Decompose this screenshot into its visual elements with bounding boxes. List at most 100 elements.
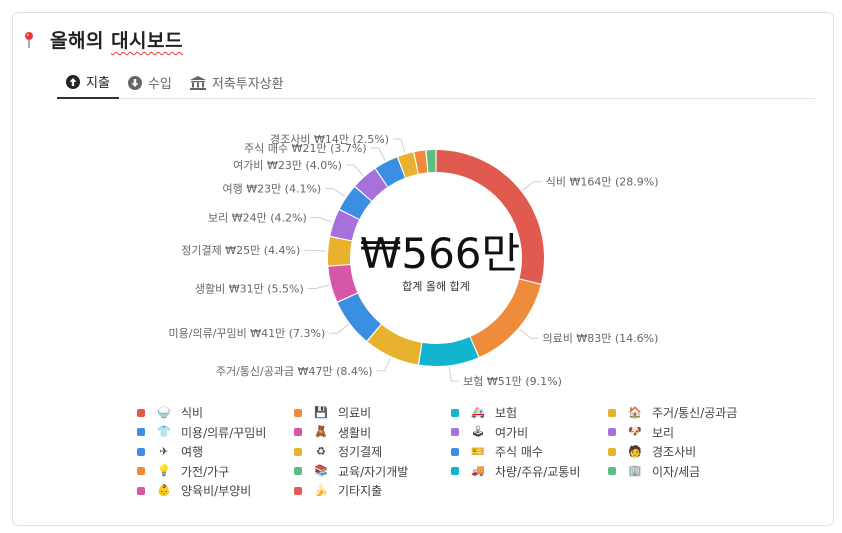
legend-swatch — [608, 408, 616, 417]
legend-swatch — [137, 467, 145, 476]
building-icon: 🏢 — [628, 464, 642, 478]
legend-label: 주거/통신/공과금 — [652, 406, 738, 421]
legend-swatch — [137, 428, 145, 437]
slice-label-6: 생활비 ₩31만 (5.5%) — [195, 281, 304, 295]
legend-row: ✈ 여행 ♻ 정기결제 🎫 주식 매수 🧑 경조사비 — [137, 442, 777, 462]
legend-item[interactable]: 🚑 보험 — [451, 404, 608, 421]
donut-slice-9[interactable] — [339, 187, 372, 219]
legend-swatch — [294, 408, 302, 417]
legend-label: 보험 — [495, 406, 518, 421]
slice-leader-line-4 — [376, 357, 391, 372]
donut-slice-10[interactable] — [355, 169, 388, 201]
legend-swatch — [608, 447, 616, 456]
slice-label-3: 보험 ₩51만 (9.1%) — [463, 375, 562, 388]
slice-leader-line-2 — [519, 328, 539, 339]
legend-label: 정기결제 — [338, 445, 383, 460]
donut-slice-2[interactable] — [470, 279, 541, 357]
legend-swatch — [608, 428, 616, 437]
ambulance-icon: 🚑 — [471, 405, 485, 419]
legend-item[interactable]: 🧑 경조사비 — [608, 443, 765, 460]
legend-swatch — [294, 467, 302, 476]
person-icon: 🧑 — [628, 444, 642, 458]
donut-slice-1[interactable] — [436, 150, 545, 284]
legend-item[interactable]: 💡 가전/가구 — [137, 463, 294, 480]
legend-item[interactable]: ♻ 정기결제 — [294, 443, 451, 460]
slice-label-4: 주거/통신/공과금 ₩47만 (8.4%) — [216, 365, 373, 378]
recycle-icon: ♻ — [316, 444, 326, 458]
legend-item[interactable]: 🏠 주거/통신/공과금 — [608, 404, 765, 421]
legend-swatch — [451, 447, 459, 456]
slice-leader-line-8 — [310, 216, 333, 223]
lightbulb-icon: 💡 — [157, 464, 171, 478]
books-icon: 📚 — [314, 464, 328, 478]
banana-icon: 🍌 — [314, 483, 328, 497]
legend-item[interactable]: 🚚 차량/주유/교통비 — [451, 463, 608, 480]
slice-leader-line-11 — [370, 147, 386, 161]
arrow-down-circle-icon — [127, 75, 142, 90]
slice-label-7: 정기결제 ₩25만 (4.4%) — [181, 244, 300, 257]
gamepad-icon: 🕹 — [471, 425, 485, 439]
legend-item[interactable]: 🍌 기타지출 — [294, 482, 451, 499]
legend-swatch — [294, 486, 302, 495]
legend-swatch — [294, 428, 302, 437]
legend-row: 👶 양육비/부양비 🍌 기타지출 — [137, 481, 777, 501]
donut-slice-7[interactable] — [328, 237, 352, 266]
legend-label: 기타지출 — [338, 484, 383, 499]
legend-label: 차량/주유/교통비 — [495, 464, 581, 479]
legend-swatch — [608, 467, 616, 476]
slice-leader-line-5 — [329, 324, 349, 334]
donut-slice-13[interactable] — [414, 150, 428, 174]
legend-label: 경조사비 — [652, 445, 697, 460]
donut-slice-3[interactable] — [419, 337, 479, 367]
legend-label: 미용/의류/꾸밈비 — [181, 425, 267, 440]
legend-label: 여가비 — [495, 425, 529, 440]
donut-slice-8[interactable] — [330, 210, 359, 241]
legend-label: 보리 — [652, 425, 675, 440]
donut-slice-6[interactable] — [328, 264, 358, 302]
legend-item[interactable]: 📚 교육/자기개발 — [294, 463, 451, 480]
floppy-icon: 💾 — [314, 405, 328, 419]
airplane-icon: ✈ — [159, 444, 169, 458]
tab-savings-label: 저축투자상환 — [211, 77, 284, 92]
legend-label: 생활비 — [338, 425, 372, 440]
legend-item[interactable]: 👶 양육비/부양비 — [137, 482, 294, 499]
legend-item[interactable]: 🕹 여가비 — [451, 424, 608, 441]
legend-row: 🍚 식비 💾 의료비 🚑 보험 🏠 주거/통신/공과금 — [137, 403, 777, 423]
legend-item[interactable]: 🍚 식비 — [137, 404, 294, 421]
legend-item[interactable]: 🐶 보리 — [608, 424, 765, 441]
donut-slice-11[interactable] — [375, 157, 405, 187]
legend-label: 교육/자기개발 — [338, 464, 409, 479]
legend-item[interactable]: 💾 의료비 — [294, 404, 451, 421]
legend-label: 이자/세금 — [652, 464, 701, 479]
donut-slice-5[interactable] — [337, 293, 381, 341]
donut-slice-4[interactable] — [367, 324, 422, 365]
slice-label-9: 여행 ₩23만 (4.1%) — [222, 183, 321, 196]
legend-swatch — [451, 428, 459, 437]
legend-swatch — [137, 408, 145, 417]
tab-income[interactable]: 수입 — [119, 66, 181, 99]
legend-item[interactable]: ✈ 여행 — [137, 443, 294, 460]
tab-expense[interactable]: 지출 — [57, 66, 119, 99]
legend-item[interactable]: 🎫 주식 매수 — [451, 443, 608, 460]
legend-item[interactable]: 🧸 생활비 — [294, 424, 451, 441]
donut-slice-14[interactable] — [426, 150, 436, 173]
donut-slice-12[interactable] — [398, 152, 418, 178]
slice-label-1: 식비 ₩164만 (28.9%) — [546, 176, 659, 189]
title-prefix: 올해의 — [50, 30, 112, 52]
slice-label-5: 미용/의류/꾸밈비 ₩41만 (7.3%) — [169, 327, 326, 340]
tab-savings[interactable]: 저축투자상환 — [181, 66, 293, 99]
legend-swatch — [137, 486, 145, 495]
tab-expense-label: 지출 — [86, 76, 110, 91]
bear-icon: 🧸 — [314, 425, 328, 439]
legend-row: 👕 미용/의류/꾸밈비 🧸 생활비 🕹 여가비 🐶 보리 — [137, 423, 777, 443]
legend-item[interactable]: 👕 미용/의류/꾸밈비 — [137, 424, 294, 441]
legend-swatch — [137, 447, 145, 456]
chart-legend: 🍚 식비 💾 의료비 🚑 보험 🏠 주거/통신/공과금 👕 미용/의류/꾸밈비 🧸 생활비 🕹 여가비 🐶 보… — [137, 403, 777, 501]
legend-label: 주식 매수 — [495, 445, 543, 460]
dog-icon: 🐶 — [628, 425, 642, 439]
pushpin-icon — [22, 30, 36, 50]
legend-item[interactable]: 🏢 이자/세금 — [608, 463, 765, 480]
slice-leader-line-10 — [345, 164, 364, 176]
slice-leader-line-6 — [307, 284, 330, 289]
